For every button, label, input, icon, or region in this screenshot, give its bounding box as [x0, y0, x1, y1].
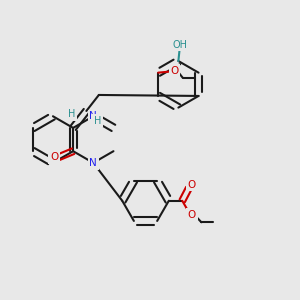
Text: N: N [89, 158, 97, 168]
Text: O: O [50, 152, 58, 162]
Text: OH: OH [172, 40, 187, 50]
Text: N: N [89, 111, 97, 121]
Text: O: O [188, 210, 196, 220]
Text: H: H [68, 110, 75, 119]
Text: O: O [188, 180, 196, 190]
Text: O: O [170, 66, 178, 76]
Text: H: H [94, 116, 101, 125]
